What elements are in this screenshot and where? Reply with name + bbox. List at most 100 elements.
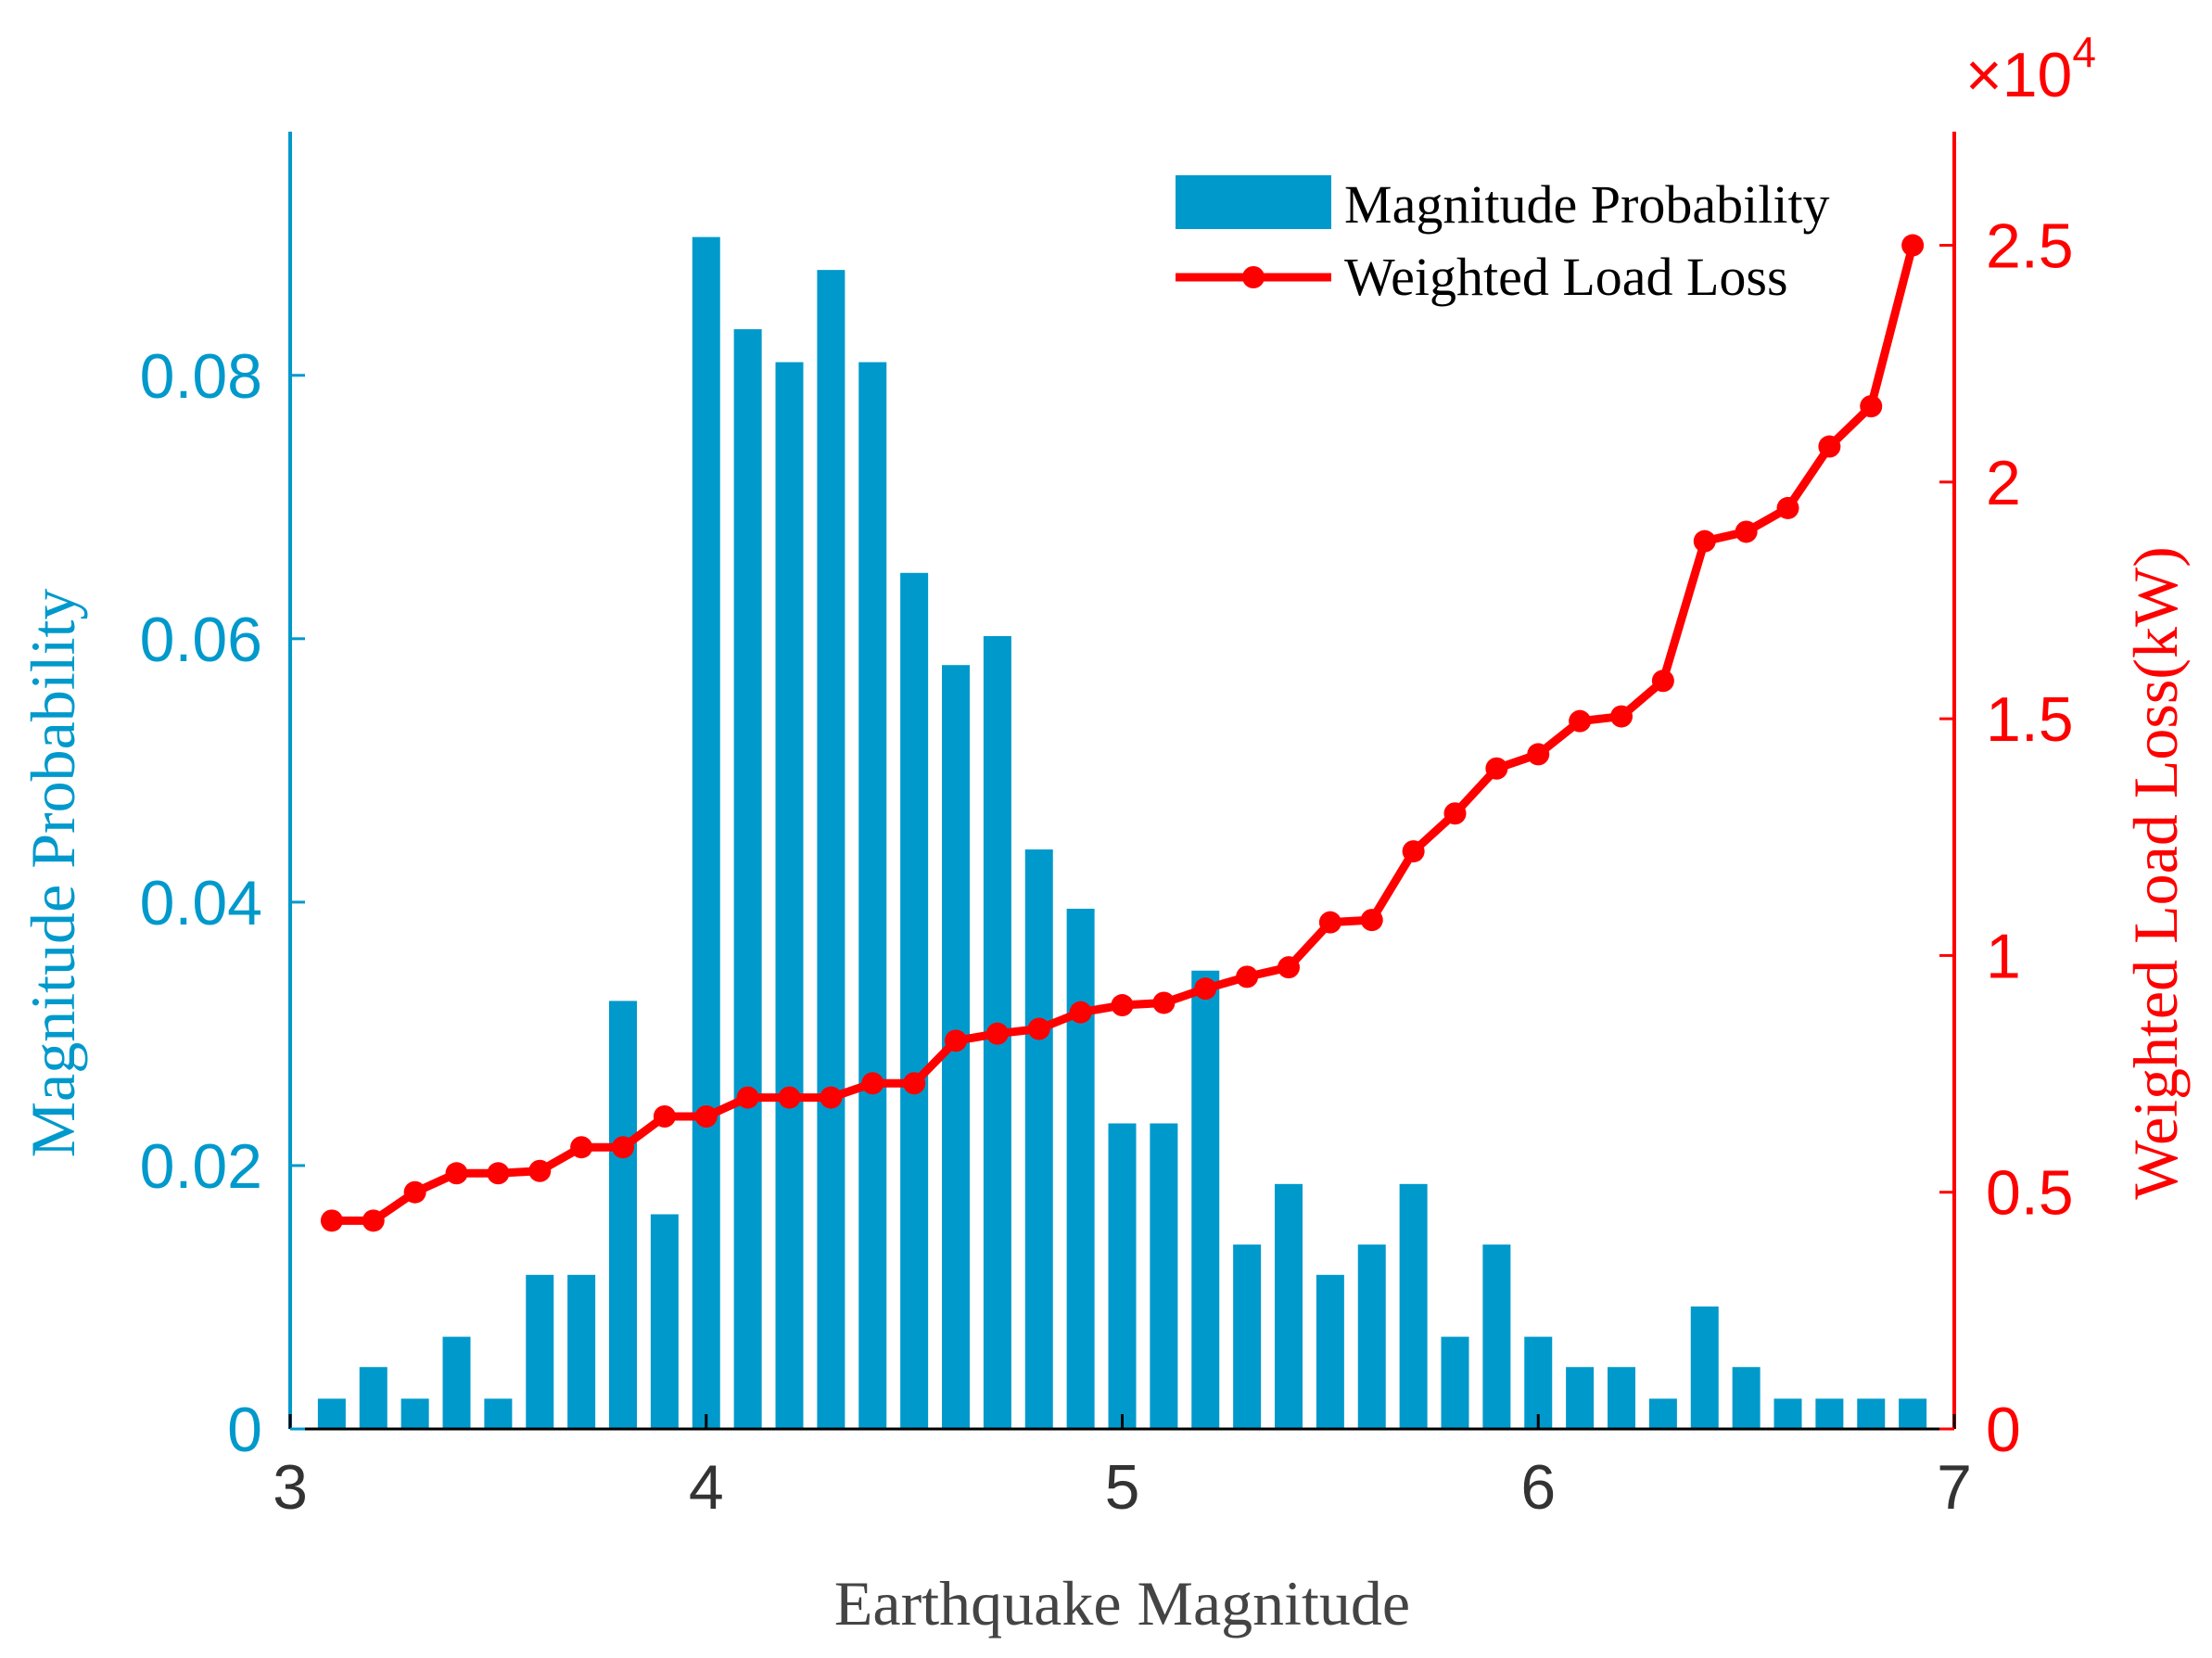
y-left-tick-label: 0.08: [140, 341, 262, 412]
y-right-exponent-label: ×104: [1965, 28, 2096, 110]
bar: [650, 1214, 679, 1429]
x-tick-label: 5: [1105, 1452, 1140, 1523]
line-point: [1236, 965, 1259, 988]
line-point: [1069, 1001, 1092, 1024]
x-tick-label: 6: [1520, 1452, 1556, 1523]
line-point: [1569, 709, 1592, 733]
line-point: [1402, 840, 1425, 863]
line-point: [1360, 909, 1383, 932]
bar: [692, 236, 720, 1429]
y-left-tick-label: 0.04: [140, 868, 262, 938]
bar: [1648, 1398, 1677, 1429]
x-tick-label: 4: [689, 1452, 724, 1523]
bar: [400, 1398, 429, 1429]
x-axis-label: Earthquake Magnitude: [834, 1568, 1410, 1639]
bar: [1899, 1398, 1927, 1429]
bar: [609, 1001, 637, 1429]
line-point: [320, 1209, 343, 1232]
line-point: [1278, 956, 1300, 979]
bar: [1608, 1367, 1635, 1429]
y-left-ticks: 0 0.02 0.04 0.06 0.08: [140, 341, 305, 1465]
line-point: [1111, 994, 1134, 1017]
y-right-tick-label: 1: [1986, 921, 2021, 991]
line-point: [945, 1029, 967, 1052]
line-point: [570, 1136, 593, 1159]
line-point: [1693, 529, 1716, 553]
line-point: [1901, 234, 1925, 257]
legend-bar-label: Magnitude Probability: [1344, 174, 1830, 235]
line-point: [820, 1086, 843, 1109]
x-tick-label: 3: [273, 1452, 308, 1523]
line-point: [694, 1105, 718, 1129]
bar: [1233, 1244, 1262, 1429]
bar: [484, 1398, 513, 1429]
line-point: [778, 1086, 801, 1109]
bar: [1275, 1183, 1303, 1429]
line-point: [1776, 496, 1799, 519]
bar: [526, 1274, 554, 1429]
bar: [1066, 908, 1095, 1429]
line-point: [985, 1022, 1009, 1045]
line-point: [1318, 911, 1341, 934]
bar: [567, 1274, 596, 1429]
bar: [817, 270, 845, 1430]
line-point: [1443, 802, 1467, 825]
line-series: [320, 234, 1925, 1232]
y-left-tick-label: 0.02: [140, 1131, 262, 1202]
bar: [1732, 1367, 1761, 1429]
series-line: [331, 244, 1917, 1225]
legend: Magnitude Probability Weighted Load Loss: [1176, 174, 1830, 307]
line-point: [1651, 670, 1674, 693]
line-point: [403, 1180, 426, 1204]
y-right-axis-label: Weighted Load Loss(kW): [2120, 546, 2191, 1200]
bar: [1773, 1398, 1802, 1429]
line-point: [445, 1162, 468, 1185]
bar-series: [317, 236, 1927, 1430]
y-right-tick-label: 0: [1986, 1395, 2021, 1465]
bar: [733, 329, 762, 1430]
bar: [1191, 970, 1220, 1429]
y-left-axis-label: Magnitude Probability: [18, 589, 88, 1158]
y-right-tick-label: 2.5: [1986, 211, 2074, 282]
bar: [1566, 1367, 1595, 1429]
y-left-tick-label: 0: [227, 1395, 262, 1465]
exponent-base: ×10: [1965, 40, 2072, 110]
bar: [1524, 1336, 1553, 1429]
bar: [317, 1398, 346, 1429]
bar: [1108, 1123, 1137, 1429]
y-right-tick-label: 2: [1986, 448, 2021, 518]
line-point: [861, 1072, 884, 1095]
axes: 3 4 5 6 7 0 0.02 0.04 0.06 0.08 0 0.5 1 1.5 2 2.5: [140, 132, 2074, 1523]
bar: [858, 362, 887, 1429]
plot-area: [317, 234, 1927, 1430]
y-right-ticks: 0 0.5 1 1.5 2 2.5: [1939, 211, 2074, 1465]
y-right-tick-label: 0.5: [1986, 1158, 2074, 1229]
line-point: [528, 1159, 552, 1182]
line-point: [1818, 435, 1841, 458]
y-left-tick-label: 0.06: [140, 605, 262, 675]
line-point: [1610, 705, 1633, 728]
line-point: [1194, 977, 1217, 1001]
line-point: [1152, 991, 1176, 1014]
bar: [442, 1336, 471, 1429]
legend-line-label: Weighted Load Loss: [1344, 247, 1788, 307]
line-point: [653, 1105, 676, 1129]
line-point: [1027, 1017, 1050, 1040]
bar: [1482, 1244, 1511, 1429]
bar: [1024, 849, 1053, 1429]
line-point: [1485, 757, 1508, 780]
bar: [1815, 1398, 1844, 1429]
bar: [1399, 1183, 1428, 1429]
line-point: [612, 1136, 634, 1159]
x-ticks: 3 4 5 6 7: [273, 1414, 1972, 1523]
bar: [1690, 1306, 1719, 1429]
y-right-tick-label: 1.5: [1986, 684, 2074, 755]
line-point: [736, 1086, 759, 1109]
legend-bar-swatch: [1176, 175, 1331, 229]
line-point: [903, 1072, 926, 1095]
exponent-power: 4: [2072, 28, 2096, 76]
bar: [359, 1367, 388, 1429]
line-point: [1735, 520, 1758, 543]
bar: [1316, 1274, 1344, 1429]
